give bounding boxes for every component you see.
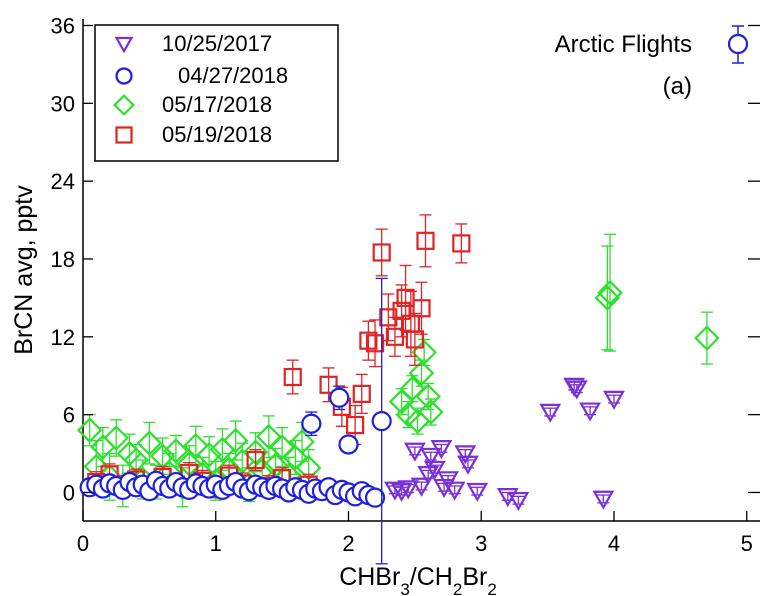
y-tick-label: 24 bbox=[51, 169, 75, 194]
data-point bbox=[405, 330, 424, 349]
data-point bbox=[319, 375, 338, 394]
x-tick-label: 1 bbox=[210, 531, 222, 556]
data-point bbox=[437, 471, 459, 491]
data-point bbox=[269, 434, 295, 460]
data-point bbox=[419, 447, 442, 467]
data-layer bbox=[76, 214, 720, 565]
data-point bbox=[396, 288, 415, 307]
data-point bbox=[452, 234, 471, 253]
annotation-marker bbox=[727, 25, 749, 64]
data-point bbox=[222, 427, 249, 454]
data-point bbox=[415, 383, 441, 410]
data-point bbox=[136, 430, 163, 456]
data-point bbox=[603, 390, 625, 410]
data-point bbox=[597, 279, 623, 306]
data-point bbox=[76, 417, 103, 444]
legend-entry-05-19-2018: 05/19/2018 bbox=[115, 122, 272, 147]
data-point bbox=[430, 440, 453, 460]
data-point bbox=[329, 387, 350, 408]
data-point bbox=[256, 423, 282, 450]
y-tick-label: 6 bbox=[63, 403, 75, 428]
legend-marker-triangle-down bbox=[114, 36, 134, 54]
data-point bbox=[352, 384, 371, 403]
legend-marker bbox=[115, 67, 133, 85]
data-point bbox=[417, 399, 444, 425]
data-point bbox=[196, 442, 222, 468]
data-point bbox=[371, 411, 392, 432]
panel-label: (a) bbox=[663, 73, 692, 100]
data-point bbox=[183, 432, 209, 459]
x-axis-label: CHBr3/CH2Br2 bbox=[339, 563, 497, 596]
legend-entry-04-27-2018: 04/27/2018 bbox=[115, 63, 288, 88]
data-point bbox=[403, 442, 426, 462]
x-tick-label: 0 bbox=[77, 531, 89, 556]
x-tick-label: 4 bbox=[608, 531, 620, 556]
data-point bbox=[592, 490, 615, 510]
legend-box bbox=[94, 24, 339, 162]
data-point bbox=[397, 480, 420, 500]
data-point bbox=[457, 455, 479, 475]
y-tick-label: 0 bbox=[63, 480, 75, 505]
legend-marker bbox=[114, 36, 134, 54]
data-point bbox=[443, 481, 466, 501]
data-point bbox=[539, 403, 562, 423]
x-tick-label: 3 bbox=[475, 531, 487, 556]
y-tick-label: 30 bbox=[51, 91, 75, 116]
data-point bbox=[410, 477, 433, 497]
data-point bbox=[301, 413, 322, 434]
x-tick-label: 2 bbox=[342, 531, 354, 556]
y-tick-label: 18 bbox=[51, 247, 75, 272]
data-point bbox=[507, 491, 530, 512]
legend-marker-diamond bbox=[113, 94, 135, 116]
data-point bbox=[246, 450, 265, 470]
data-point bbox=[338, 434, 359, 455]
data-point bbox=[384, 481, 406, 501]
x-tick-label: 5 bbox=[741, 531, 753, 556]
legend-marker bbox=[115, 126, 133, 144]
data-point bbox=[283, 367, 302, 387]
series-diamond bbox=[76, 233, 720, 508]
legend-label: 05/19/2018 bbox=[162, 122, 272, 147]
data-point bbox=[412, 299, 431, 318]
legend-marker-circle bbox=[115, 67, 133, 85]
data-point bbox=[454, 445, 477, 465]
data-point bbox=[346, 415, 365, 435]
y-axis-label: BrCN avg, pptv bbox=[10, 185, 38, 355]
legend-label: 04/27/2018 bbox=[178, 63, 288, 88]
data-point bbox=[408, 360, 435, 386]
data-point bbox=[423, 460, 446, 480]
data-point bbox=[364, 487, 386, 508]
series-circle bbox=[79, 277, 392, 565]
data-point bbox=[579, 402, 601, 422]
data-point bbox=[359, 331, 378, 350]
series-triangle-down bbox=[384, 377, 625, 512]
data-point bbox=[565, 380, 588, 400]
legend-entry-05-17-2018: 05/17/2018 bbox=[113, 92, 272, 117]
legend-marker bbox=[113, 94, 135, 116]
legend: 10/25/2017 04/27/2018 05/17/2018 05/19/2… bbox=[94, 24, 339, 162]
data-point bbox=[163, 438, 189, 464]
data-point bbox=[392, 301, 411, 320]
legend-marker-square bbox=[115, 126, 133, 144]
data-point bbox=[399, 375, 426, 402]
y-tick-label: 12 bbox=[51, 325, 75, 350]
data-point bbox=[289, 429, 315, 455]
data-point bbox=[372, 243, 391, 262]
annotation-text: Arctic Flights bbox=[555, 31, 692, 58]
legend-label: 05/17/2018 bbox=[162, 92, 272, 117]
arctic-flights-annotation: Arctic Flights (a) bbox=[555, 25, 749, 100]
data-point bbox=[411, 339, 437, 366]
data-point bbox=[466, 482, 489, 502]
y-tick-label: 36 bbox=[51, 13, 75, 38]
data-point bbox=[416, 231, 435, 250]
legend-label: 10/25/2017 bbox=[162, 31, 272, 56]
data-point bbox=[694, 325, 720, 351]
data-point bbox=[365, 334, 385, 353]
legend-entry-10-25-2017: 10/25/2017 bbox=[114, 31, 272, 56]
